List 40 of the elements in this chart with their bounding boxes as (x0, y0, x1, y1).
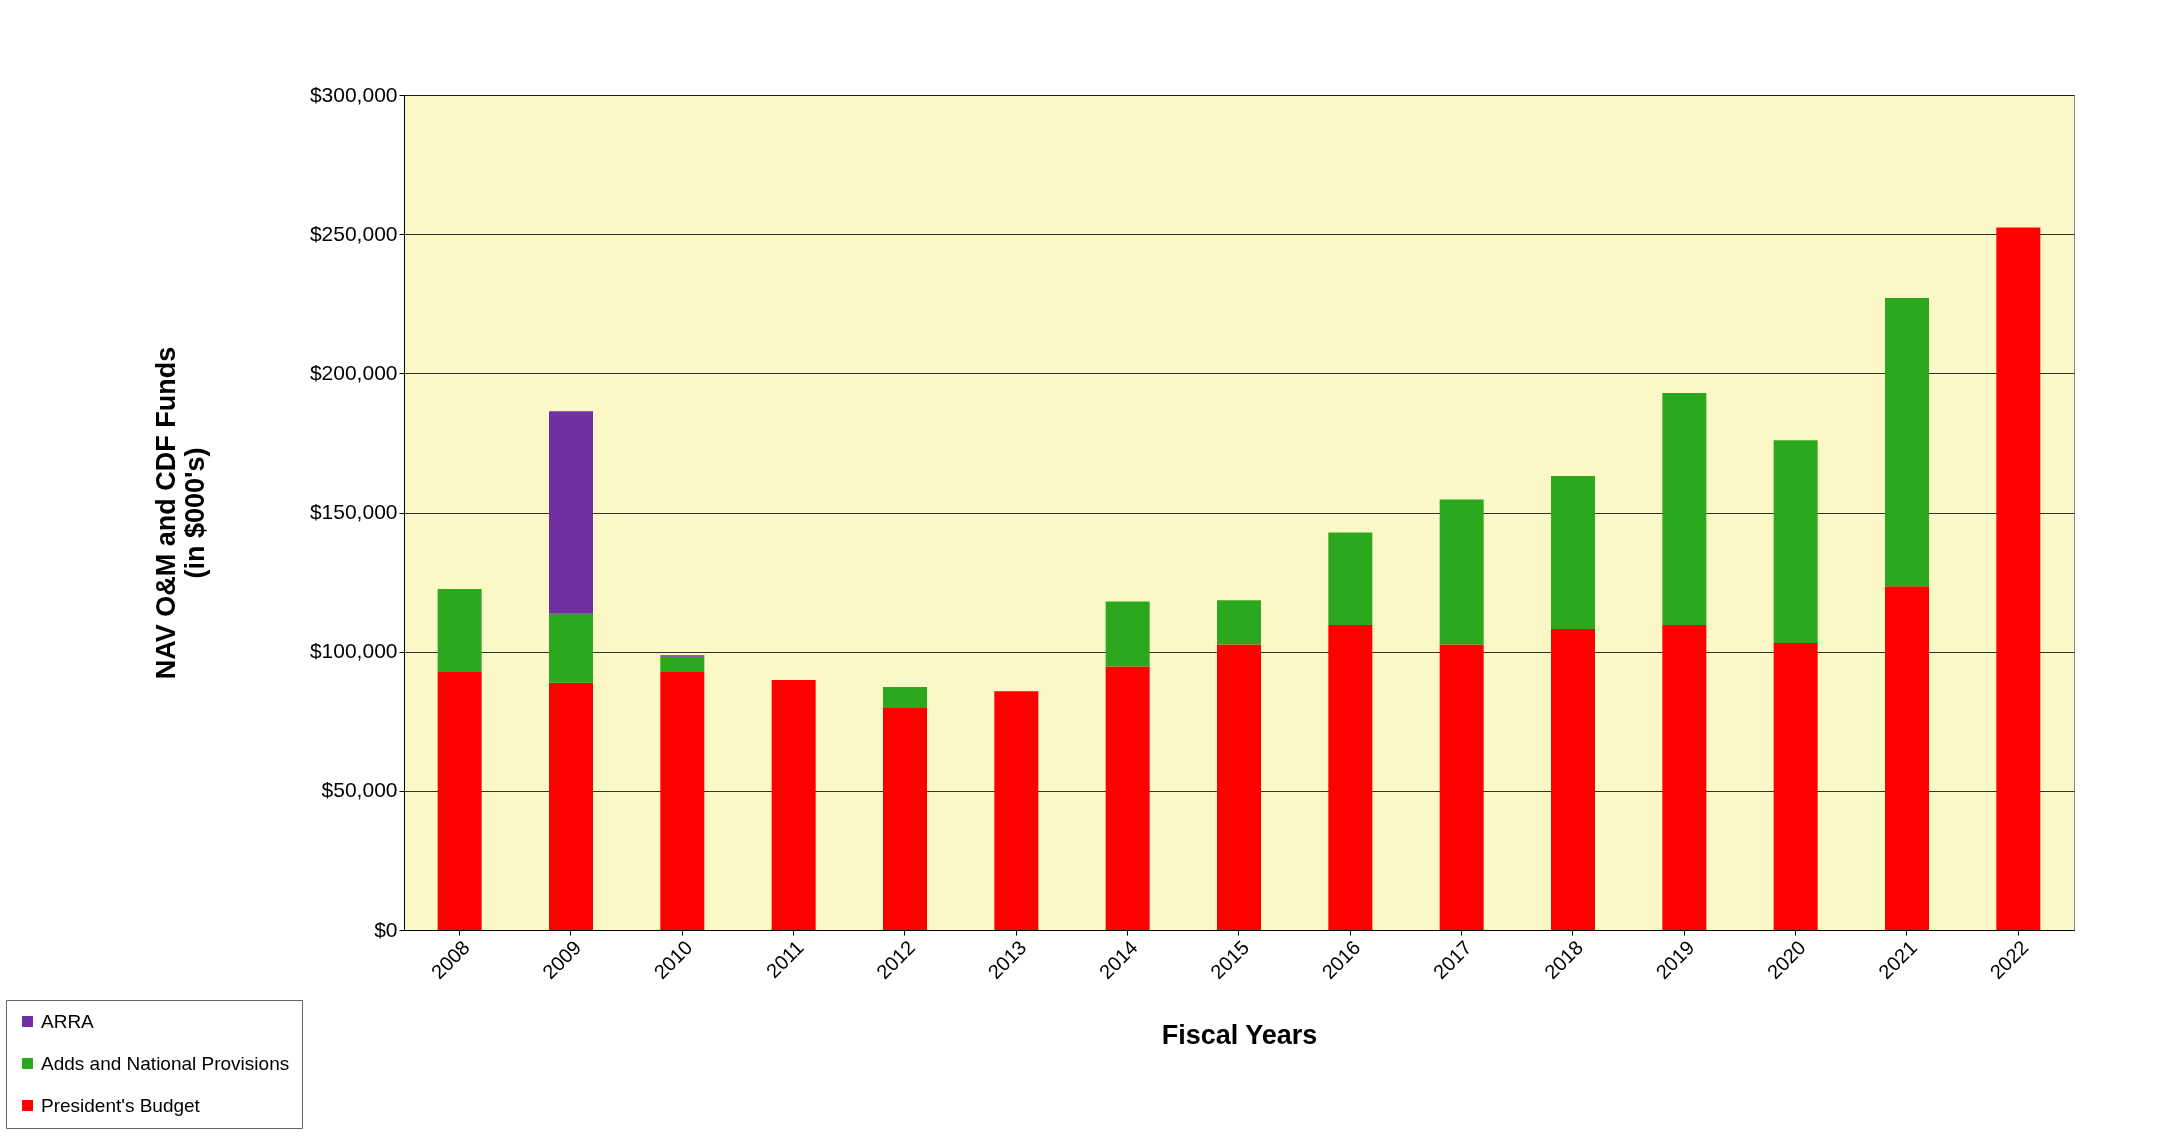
bar (771, 680, 816, 930)
bar (1773, 440, 1818, 644)
bar (549, 411, 593, 614)
y-tick-label: $50,000 (321, 778, 398, 802)
bar (883, 687, 927, 708)
bar (1662, 393, 1707, 625)
y-tick-label: $100,000 (309, 639, 398, 663)
y-tick-label: $300,000 (309, 82, 398, 106)
bar (1773, 643, 1818, 930)
bar (1105, 666, 1150, 930)
bar (883, 707, 927, 930)
y-tick-label: $0 (374, 917, 398, 941)
x-axis-title: Fiscal Years (1161, 1020, 1318, 1051)
bar (1439, 644, 1484, 930)
bar (437, 589, 482, 672)
bar (994, 691, 1039, 930)
bar (1328, 624, 1373, 930)
bar (1439, 499, 1484, 645)
bar (1885, 297, 1929, 587)
bar (1328, 532, 1373, 625)
legend-label: President's Budget (41, 1094, 201, 1116)
bar (660, 656, 705, 672)
bar (1885, 586, 1929, 930)
bar (660, 671, 705, 930)
bar (1551, 629, 1595, 930)
y-tick-label: $150,000 (309, 500, 398, 523)
bar (437, 671, 482, 930)
bar (1217, 644, 1261, 930)
bar (1105, 601, 1150, 667)
legend-label: Adds and National Provisions (41, 1052, 290, 1074)
legend-label: ARRA (41, 1010, 95, 1032)
y-axis-title: NAV O&M and CDF Funds (in $000's) (150, 346, 210, 680)
y-tick-label: $250,000 (309, 221, 398, 245)
bar (1662, 624, 1707, 930)
bar (1217, 600, 1261, 645)
bar (1551, 476, 1595, 630)
bar (549, 613, 593, 683)
y-tick-label: $200,000 (309, 360, 398, 384)
bar (1996, 227, 2041, 930)
bar (549, 682, 593, 930)
